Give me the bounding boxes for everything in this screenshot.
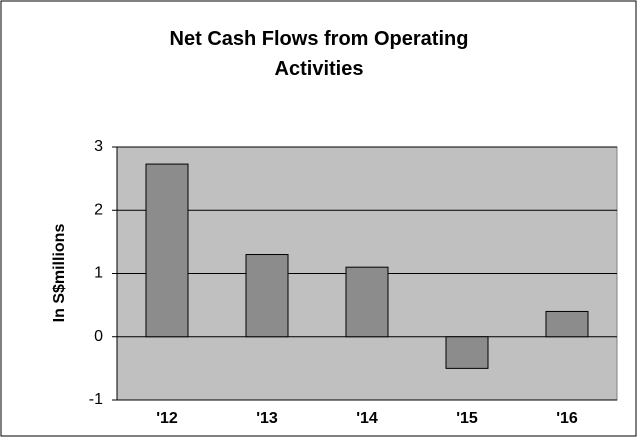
y-tick-label: 0 — [94, 328, 103, 345]
y-tick-label: 3 — [94, 138, 103, 155]
y-tick-label: 2 — [94, 201, 103, 218]
chart-title: Net Cash Flows from Operating Activities — [169, 28, 469, 80]
bar — [545, 310, 589, 338]
x-tick-label: '12 — [156, 410, 178, 427]
bar — [145, 163, 189, 338]
x-tick-label: '15 — [456, 410, 478, 427]
bar — [445, 336, 489, 369]
y-tick-label: -1 — [89, 391, 103, 408]
x-tick-label: '14 — [356, 410, 378, 427]
x-tick-label: '16 — [556, 410, 578, 427]
bar — [345, 266, 389, 338]
x-tick-label: '13 — [256, 410, 278, 427]
y-axis-label: In S$millions — [51, 224, 68, 323]
bar — [245, 254, 289, 338]
y-tick-label: 1 — [94, 265, 103, 282]
